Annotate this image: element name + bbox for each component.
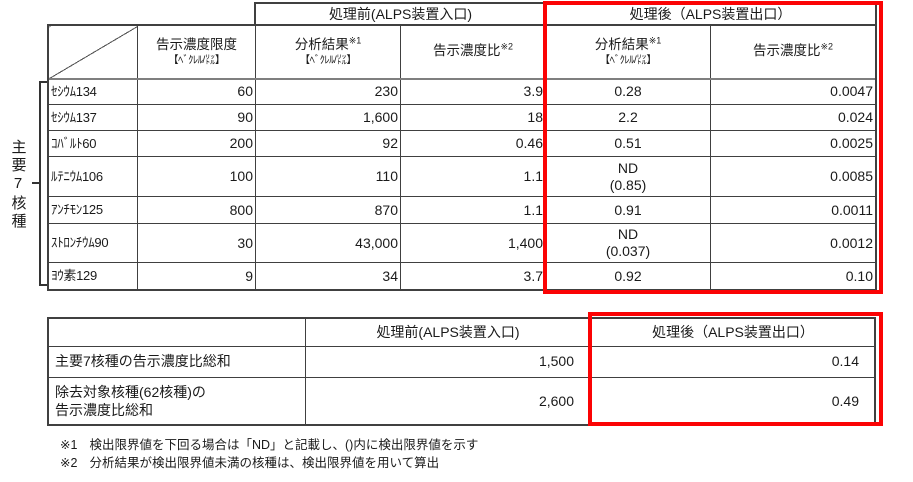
- group-header-post-treatment: 処理後（ALPS装置出口）: [545, 3, 876, 26]
- cell-value: 0.49: [590, 377, 876, 426]
- cell-value: 800: [137, 196, 256, 224]
- sum-table: 処理前(ALPS装置入口) 処理後（ALPS装置出口） 主要7核種の告示濃度比総…: [48, 318, 876, 426]
- sum-header-row: 処理前(ALPS装置入口) 処理後（ALPS装置出口）: [48, 318, 876, 347]
- cell-value: 3.9: [400, 78, 546, 105]
- footnote-ref: ※1: [348, 35, 362, 46]
- footnotes: ※1 検出限界値を下回る場合は「ND」と記載し、()内に検出限界値を示す ※2 分析…: [60, 437, 478, 472]
- cell-value: 0.0025: [710, 130, 876, 157]
- col-header-unit: 【ﾍﾞｸﾚﾙ/㍑】: [168, 53, 225, 66]
- col-header-title: 分析結果: [294, 36, 349, 52]
- row-label: 主要7核種の告示濃度比総和: [48, 346, 306, 378]
- nuclide-table: 処理前(ALPS装置入口) 処理後（ALPS装置出口） 告示濃度限度 【ﾍﾞｸﾚ…: [48, 3, 876, 290]
- group-bracket-line: [39, 81, 41, 286]
- cell-value: 870: [255, 196, 401, 224]
- cell-value: 200: [137, 130, 256, 157]
- col-header-unit: 【ﾍﾞｸﾚﾙ/㍑】: [299, 53, 357, 66]
- cell-value: 0.0012: [710, 223, 876, 263]
- cell-value: 0.024: [710, 104, 876, 131]
- table-row-ruthenium106: ﾙﾃﾆｳﾑ106 100 110 1.1 ND (0.85) 0.0085: [48, 156, 876, 197]
- cell-value: 60: [137, 78, 256, 105]
- cell-value: 2,600: [305, 377, 591, 426]
- col-header-title: 告示濃度比: [752, 43, 821, 59]
- sum-row-main7: 主要7核種の告示濃度比総和 1,500 0.14: [48, 346, 876, 378]
- cell-value: 2.2: [545, 104, 711, 131]
- col-header-analysis-pre: 分析結果※1 【ﾍﾞｸﾚﾙ/㍑】: [255, 25, 401, 80]
- footnote-text: 検出限界値を下回る場合は「ND」と記載し、()内に検出限界値を示す: [89, 438, 479, 452]
- footnote-ref: ※2: [500, 41, 514, 52]
- row-label: 除去対象核種(62核種)の 告示濃度比総和: [48, 377, 306, 426]
- sum-header-post-treatment: 処理後（ALPS装置出口）: [590, 318, 876, 347]
- cell-value: ND (0.037): [545, 223, 711, 263]
- row-label: ｽﾄﾛﾝﾁｳﾑ90: [48, 223, 138, 263]
- footnote-text: 分析結果が検出限界値未満の核種は、検出限界値を用いて算出: [89, 455, 440, 470]
- footnote-2: ※2 分析結果が検出限界値未満の核種は、検出限界値を用いて算出: [60, 455, 478, 473]
- col-header-analysis-post: 分析結果※1 【ﾍﾞｸﾚﾙ/㍑】: [545, 25, 711, 80]
- cell-value: 9: [137, 262, 256, 290]
- cell-value: 0.51: [545, 130, 711, 157]
- cell-value: 0.14: [590, 346, 876, 378]
- cell-value: 110: [255, 156, 401, 197]
- col-header-ratio-post: 告示濃度比※2: [710, 25, 876, 80]
- footnote-marker: ※1: [60, 438, 78, 452]
- cell-value: 1,600: [255, 104, 401, 131]
- col-header-notice-limit: 告示濃度限度 【ﾍﾞｸﾚﾙ/㍑】: [137, 25, 256, 80]
- row-group-label: 主要7核種: [9, 139, 27, 231]
- cell-value: 18: [400, 104, 546, 131]
- col-header-title: 告示濃度限度: [156, 36, 237, 52]
- col-header-ratio-pre: 告示濃度比※2: [400, 25, 546, 80]
- row-label: ｺﾊﾞﾙﾄ60: [48, 130, 138, 157]
- cell-value: 1,500: [305, 346, 591, 378]
- cell-value: 0.91: [545, 196, 711, 224]
- group-bracket-top-tick: [39, 81, 47, 83]
- cell-value: 1,400: [400, 223, 546, 263]
- cell-value: 92: [255, 130, 401, 157]
- footnote-1: ※1 検出限界値を下回る場合は「ND」と記載し、()内に検出限界値を示す: [60, 437, 478, 455]
- cell-value: 3.7: [400, 262, 546, 290]
- col-header-unit: 【ﾍﾞｸﾚﾙ/㍑】: [599, 53, 657, 66]
- group-header-row: 処理前(ALPS装置入口) 処理後（ALPS装置出口）: [49, 3, 876, 26]
- col-header-title: 分析結果: [594, 36, 649, 52]
- footnote-ref: ※2: [820, 41, 834, 52]
- cell-value: 0.10: [710, 262, 876, 290]
- table-row-antimony125: ｱﾝﾁﾓﾝ125 800 870 1.1 0.91 0.0011: [48, 196, 876, 224]
- cell-value: 0.0047: [710, 78, 876, 105]
- cell-value: 230: [255, 78, 401, 105]
- cell-value: 100: [137, 156, 256, 197]
- cell-value: 30: [137, 223, 256, 263]
- cell-value: 0.0085: [710, 156, 876, 197]
- table-row-iodine129: ﾖｳ素129 9 34 3.7 0.92 0.10: [48, 262, 876, 290]
- cell-value: 34: [255, 262, 401, 290]
- table-row-cobalt60: ｺﾊﾞﾙﾄ60 200 92 0.46 0.51 0.0025: [48, 130, 876, 157]
- cell-value: 0.28: [545, 78, 711, 105]
- corner-diagonal-cell: [48, 25, 138, 80]
- cell-value: 90: [137, 104, 256, 131]
- sum-row-62nuclides: 除去対象核種(62核種)の 告示濃度比総和 2,600 0.49: [48, 377, 876, 426]
- cell-value: 1.1: [400, 156, 546, 197]
- cell-value: 0.46: [400, 130, 546, 157]
- cell-value: 0.92: [545, 262, 711, 290]
- table-row-cesium134: ｾｼｳﾑ134 60 230 3.9 0.28 0.0047: [48, 78, 876, 105]
- group-header-spacer: [49, 4, 256, 26]
- group-header-pre-treatment: 処理前(ALPS装置入口): [255, 3, 546, 26]
- cell-value: 1.1: [400, 196, 546, 224]
- row-label: ﾖｳ素129: [48, 262, 138, 290]
- col-header-title: 告示濃度比: [432, 43, 501, 59]
- row-label: ｾｼｳﾑ137: [48, 104, 138, 131]
- sum-header-pre-treatment: 処理前(ALPS装置入口): [305, 318, 591, 347]
- table-row-cesium137: ｾｼｳﾑ137 90 1,600 18 2.2 0.024: [48, 104, 876, 131]
- row-label: ﾙﾃﾆｳﾑ106: [48, 156, 138, 197]
- row-label: ｱﾝﾁﾓﾝ125: [48, 196, 138, 224]
- cell-value: ND (0.85): [545, 156, 711, 197]
- footnote-ref: ※1: [648, 35, 662, 46]
- cell-value: 0.0011: [710, 196, 876, 224]
- row-label: ｾｼｳﾑ134: [48, 78, 138, 105]
- sum-header-spacer: [48, 318, 306, 347]
- table-row-strontium90: ｽﾄﾛﾝﾁｳﾑ90 30 43,000 1,400 ND (0.037) 0.0…: [48, 223, 876, 263]
- group-bracket-middle-tick: [32, 182, 39, 184]
- group-bracket-bottom-tick: [39, 284, 47, 286]
- column-header-row: 告示濃度限度 【ﾍﾞｸﾚﾙ/㍑】 分析結果※1 【ﾍﾞｸﾚﾙ/㍑】 告示濃度比※…: [48, 25, 876, 80]
- footnote-marker: ※2: [60, 455, 78, 470]
- cell-value: 43,000: [255, 223, 401, 263]
